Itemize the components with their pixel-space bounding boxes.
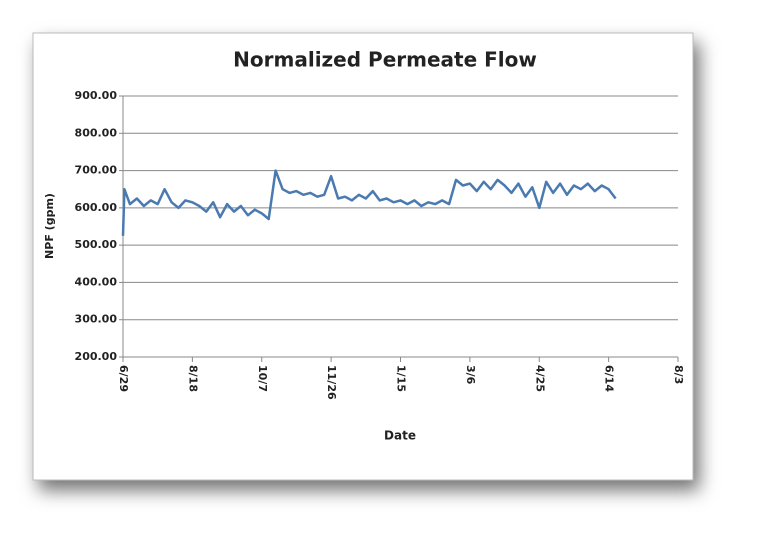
chart-title: Normalized Permeate Flow <box>233 48 537 72</box>
data-line <box>121 169 617 236</box>
y-tick-label: 400.00 <box>75 275 118 288</box>
x-axis-label: Date <box>384 429 416 443</box>
y-tick-label: 600.00 <box>75 201 118 214</box>
chart-card <box>32 32 694 481</box>
x-tick-label: 4/25 <box>533 365 546 392</box>
y-tick-label: 800.00 <box>75 126 118 139</box>
x-tick-label: 10/7 <box>256 365 269 392</box>
y-tick-label: 300.00 <box>75 313 118 326</box>
x-tick-label: 6/29 <box>117 365 130 392</box>
x-tick-label: 6/14 <box>603 365 616 392</box>
y-tick-label: 500.00 <box>75 238 118 251</box>
y-tick-label: 900.00 <box>75 89 118 102</box>
x-tick-label: 8/3 <box>672 365 685 384</box>
x-tick-label: 8/18 <box>186 365 199 392</box>
y-tick-label: 700.00 <box>75 164 118 177</box>
x-tick-label: 3/6 <box>464 365 477 385</box>
x-tick-label: 11/26 <box>325 365 338 400</box>
y-axis-label: NPF (gpm) <box>43 193 56 259</box>
y-tick-label: 200.00 <box>75 350 118 363</box>
x-tick-label: 1/15 <box>395 365 408 392</box>
